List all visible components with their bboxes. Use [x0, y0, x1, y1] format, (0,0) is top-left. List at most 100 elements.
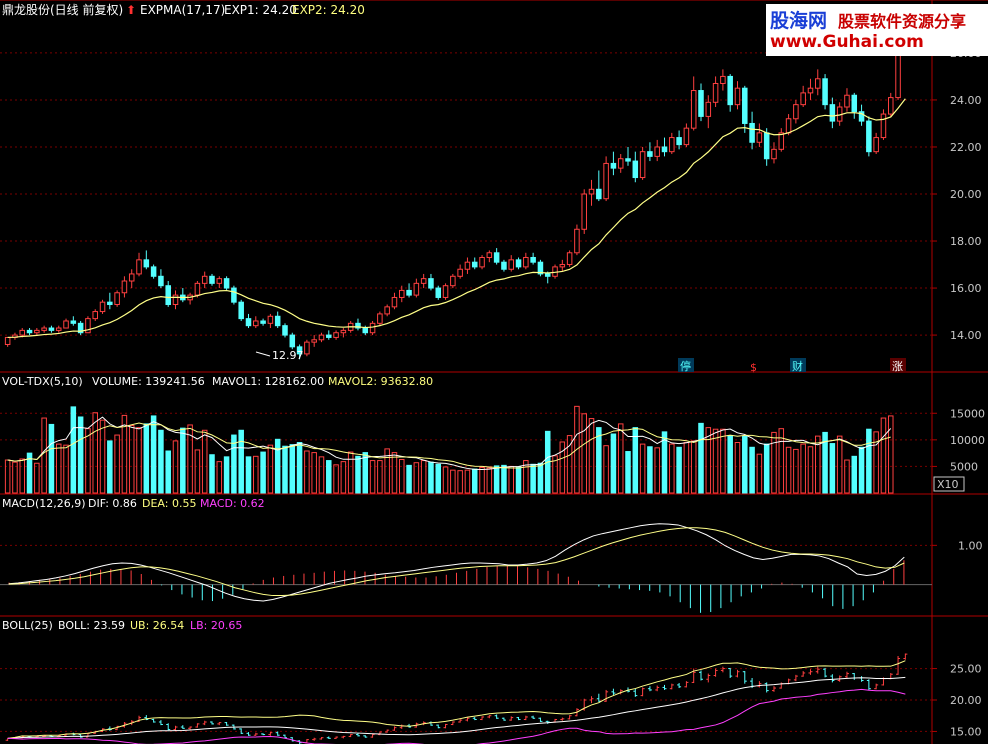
brand-banner[interactable]: 股海网 股票软件资源分享 www.Guhai.com [766, 4, 988, 56]
ema-line [7, 98, 906, 339]
candle-body [457, 268, 463, 277]
candle-body [705, 101, 712, 117]
volume-bar [690, 440, 697, 494]
candle-body [690, 90, 697, 129]
volume-bar [639, 443, 646, 494]
candle-body [486, 252, 493, 258]
volume-bar [340, 461, 347, 494]
candle-body [398, 289, 405, 298]
candle-body [267, 315, 274, 324]
volume-bar [734, 442, 741, 494]
candle-body [763, 132, 770, 160]
candle-body [479, 256, 485, 268]
volume-bar [48, 423, 55, 494]
volume-tick-label: 5000 [950, 460, 978, 473]
candle-body [683, 127, 690, 146]
candle-body [639, 151, 646, 179]
volume-bar [296, 442, 303, 494]
dif-line [8, 523, 905, 602]
volume-bar [523, 460, 529, 494]
volume-bar [756, 453, 763, 494]
boll-lower-line [7, 688, 906, 744]
volume-bar [318, 456, 325, 494]
candle-body [581, 193, 587, 230]
candle-body [858, 111, 865, 122]
volume-bar [216, 461, 223, 494]
stock-name: 鼎龙股份(日线 前复权) [2, 2, 123, 17]
stop-badge[interactable]: 停 [680, 359, 691, 373]
candle-body [4, 336, 11, 345]
candle-body [70, 320, 77, 324]
volume-bar [121, 414, 128, 494]
finance-badge[interactable]: 财 [792, 359, 803, 373]
candle-body [749, 122, 755, 143]
candle-body [55, 327, 62, 331]
candle-body [493, 252, 500, 263]
volume-bar [464, 469, 471, 494]
candle-body [669, 137, 675, 153]
volume-bar [99, 419, 106, 494]
brand-url[interactable]: www.Guhai.com [770, 32, 924, 52]
volume-bar [457, 470, 463, 494]
low-marker-label: 12.97 [272, 349, 304, 362]
volume-bar [311, 452, 317, 494]
candle-body [107, 301, 113, 306]
candle-body [362, 327, 369, 334]
volume-bar [493, 465, 500, 494]
volume-bar [844, 459, 850, 494]
volume-bar [669, 443, 675, 494]
macd-value: MACD: 0.62 [200, 497, 265, 510]
volume-bar [377, 460, 383, 494]
candle-body [676, 137, 682, 146]
dea-line [8, 527, 905, 597]
candle-body [661, 146, 668, 153]
candle-body [34, 329, 40, 334]
candle-body [384, 306, 390, 315]
volume-bar [654, 447, 660, 494]
candle-body [245, 318, 252, 327]
candle-body [223, 278, 230, 289]
volume-bar [180, 427, 186, 494]
volume-bar [712, 428, 719, 494]
rise-badge[interactable]: 涨 [892, 360, 903, 373]
candle-body [815, 78, 821, 89]
volume-bar [793, 448, 799, 494]
candle-body [851, 94, 858, 113]
candle-body [515, 259, 522, 268]
candle-body [508, 259, 515, 270]
volume-bar [34, 462, 40, 494]
finance-badge-bg [790, 358, 806, 372]
volume-bar [858, 446, 865, 494]
boll-upper-line [7, 660, 906, 739]
volume-unit-box [933, 476, 965, 492]
candle-body [274, 315, 281, 327]
candle-body [829, 104, 836, 122]
candle-body [48, 327, 55, 331]
volume-bar [815, 435, 821, 494]
candle-body [632, 160, 639, 179]
volume-bar [829, 443, 836, 494]
volume-bar [231, 434, 237, 494]
volume-value: VOLUME: 139241.56 [92, 375, 205, 388]
volume-bar [398, 459, 405, 494]
candle-body [742, 87, 748, 124]
volume-bar [800, 443, 806, 494]
volume-bar [866, 428, 872, 494]
volume-bar [851, 455, 858, 494]
candle-body [625, 158, 631, 162]
candle-body [282, 325, 288, 336]
dollar-badge[interactable]: $ [750, 361, 757, 374]
volume-bar [362, 452, 369, 494]
volume-bar [289, 444, 296, 494]
volume-bar [92, 412, 98, 494]
mavol2-value: MAVOL2: 93632.80 [328, 375, 433, 388]
ub-value: UB: 26.54 [130, 619, 184, 632]
volume-bar [574, 405, 580, 494]
candle-body [150, 266, 157, 277]
volume-bar [172, 440, 179, 494]
volume-bar [588, 418, 595, 494]
candle-body [296, 346, 303, 355]
candle-body [172, 294, 179, 306]
candle-body [194, 282, 201, 296]
volume-bar [70, 406, 77, 494]
